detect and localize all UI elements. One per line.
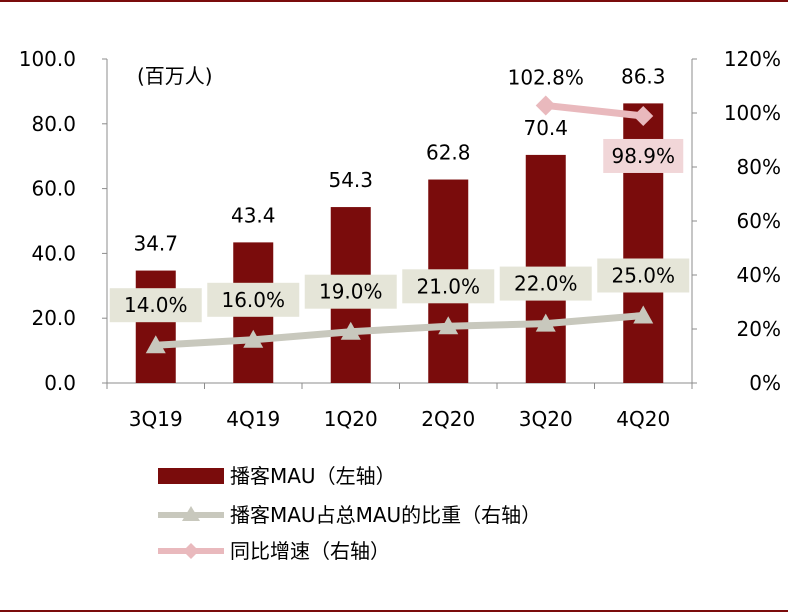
y-right-tick-label: 100%	[724, 101, 781, 125]
growth-line	[545, 101, 644, 120]
x-tick-label: 3Q20	[519, 407, 573, 431]
legend-label-share: 播客MAU占总MAU的比重（右轴）	[230, 503, 541, 527]
share-value-label: 16.0%	[221, 288, 285, 312]
share-value-label: 14.0%	[124, 293, 188, 317]
bar-value-label: 70.4	[523, 116, 568, 140]
x-tick-label: 4Q19	[226, 407, 280, 431]
bar-value-label: 54.3	[328, 168, 373, 192]
share-marker	[438, 316, 459, 335]
y-left-axis: 0.0 20.0 40.0 60.0 80.0 100.0	[19, 47, 107, 395]
axis-lines	[106, 59, 693, 384]
legend-swatch-growth-marker	[183, 543, 199, 559]
bar	[135, 270, 176, 383]
x-tick-label: 4Q20	[616, 407, 670, 431]
y-left-tick-label: 100.0	[19, 47, 76, 71]
y-right-tick-label: 20%	[737, 317, 781, 341]
share-label-box	[109, 288, 202, 323]
share-value-label: 19.0%	[319, 280, 383, 304]
legend: 播客MAU（左轴） 播客MAU占总MAU的比重（右轴） 同比增速（右轴）	[158, 464, 541, 563]
share-label-box	[597, 258, 690, 293]
bar-value-label: 62.8	[426, 141, 471, 165]
growth-line-series: 102.8% 98.9%	[508, 65, 684, 173]
share-value-label: 21.0%	[416, 274, 480, 298]
y-left-tick-label: 60.0	[31, 177, 76, 201]
share-label-box	[304, 274, 397, 309]
y-right-axis: 0% 20% 40% 60% 80% 100% 120%	[692, 47, 781, 395]
y-left-tick-label: 20.0	[31, 306, 76, 330]
share-line-series	[145, 305, 654, 354]
y-right-tick-label: 40%	[737, 263, 781, 287]
y-left-tick-label: 0.0	[44, 371, 76, 395]
share-marker	[340, 321, 361, 340]
bar-value-label: 86.3	[621, 64, 666, 88]
share-marker	[145, 335, 166, 354]
share-label-box	[402, 269, 495, 304]
y-right-tick-label: 60%	[737, 209, 781, 233]
share-value-label: 25.0%	[611, 264, 675, 288]
share-line	[155, 312, 644, 349]
legend-swatch-share-marker	[182, 506, 200, 521]
y-left-tick-label: 40.0	[31, 241, 76, 265]
bar-value-label: 43.4	[231, 203, 276, 227]
x-tick-label: 1Q20	[324, 407, 378, 431]
bar-labels: 34.7 43.4 54.3 62.8 70.4 86.3	[133, 64, 665, 255]
x-axis-labels: 3Q19 4Q19 1Q20 2Q20 3Q20 4Q20	[106, 383, 693, 431]
share-label-box	[499, 266, 592, 301]
y-right-tick-label: 80%	[737, 155, 781, 179]
legend-label-bar: 播客MAU（左轴）	[230, 464, 396, 488]
share-label-box	[207, 282, 300, 317]
legend-swatch-bar	[158, 468, 224, 484]
growth-value-label: 98.9%	[611, 144, 675, 168]
growth-label-box	[603, 138, 684, 173]
y-right-tick-label: 120%	[724, 47, 781, 71]
growth-marker	[535, 95, 556, 116]
growth-marker	[633, 105, 654, 126]
growth-value-label: 102.8%	[508, 65, 584, 89]
x-tick-label: 2Q20	[421, 407, 475, 431]
legend-label-growth: 同比增速（右轴）	[230, 539, 390, 563]
share-value-label: 22.0%	[514, 272, 578, 296]
x-tick-label: 3Q19	[129, 407, 183, 431]
unit-label: (百万人)	[137, 64, 213, 88]
share-label-boxes: 14.0% 16.0% 19.0% 21.0% 22.0% 25.0%	[109, 258, 690, 323]
share-marker	[633, 305, 654, 324]
share-marker	[243, 329, 264, 348]
share-marker	[535, 313, 556, 332]
bar-value-label: 34.7	[133, 232, 178, 256]
y-right-tick-label: 0%	[749, 371, 781, 395]
y-left-tick-label: 80.0	[31, 112, 76, 136]
